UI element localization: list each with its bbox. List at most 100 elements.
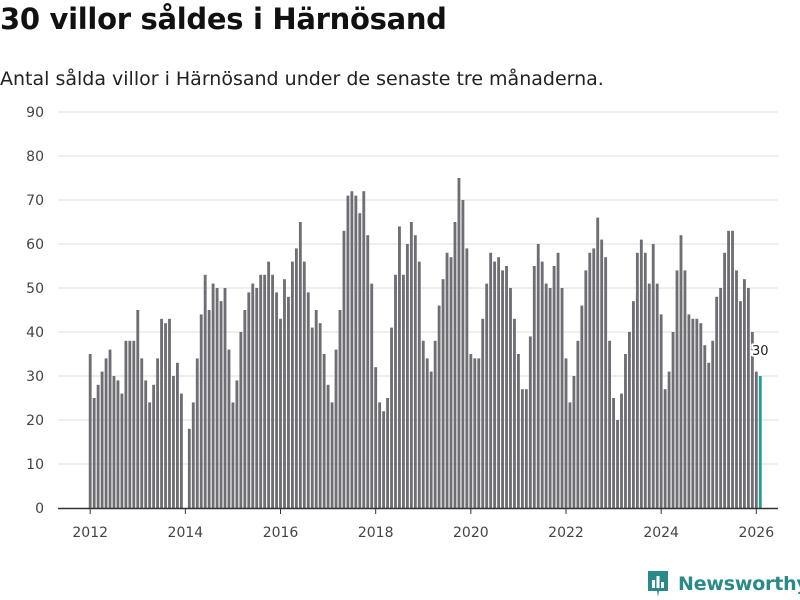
bar[interactable] — [643, 252, 647, 508]
bar[interactable] — [711, 340, 715, 508]
bar[interactable] — [667, 371, 671, 508]
bar[interactable] — [164, 323, 167, 508]
bar[interactable] — [671, 332, 675, 508]
bar[interactable] — [437, 305, 441, 508]
bar[interactable] — [231, 402, 235, 508]
bar[interactable] — [386, 398, 389, 508]
bar[interactable] — [425, 358, 429, 508]
bar[interactable] — [338, 310, 342, 508]
bar[interactable] — [465, 248, 469, 508]
bar[interactable] — [509, 288, 512, 508]
bar[interactable] — [120, 393, 124, 508]
bar[interactable] — [247, 292, 251, 508]
bar[interactable] — [691, 318, 695, 508]
bar[interactable] — [326, 384, 330, 508]
bar[interactable] — [160, 318, 163, 508]
bar[interactable] — [580, 305, 584, 508]
bar[interactable] — [536, 244, 540, 508]
bar[interactable] — [544, 283, 548, 508]
bar[interactable] — [306, 292, 310, 508]
bar[interactable] — [679, 235, 683, 508]
bar[interactable] — [647, 283, 651, 508]
bar[interactable] — [631, 301, 635, 508]
bar[interactable] — [342, 230, 346, 509]
bar[interactable] — [651, 244, 655, 508]
bar[interactable] — [152, 384, 156, 508]
bar[interactable] — [318, 323, 322, 508]
bar[interactable] — [302, 261, 306, 508]
bar[interactable] — [445, 252, 449, 508]
bar[interactable] — [100, 371, 104, 508]
bar[interactable] — [735, 270, 738, 508]
bar[interactable] — [267, 261, 271, 508]
bar[interactable] — [485, 283, 489, 508]
bar[interactable] — [354, 195, 358, 508]
bar[interactable] — [314, 310, 318, 508]
bar[interactable] — [505, 266, 508, 508]
newsworthy-brand[interactable]: Newsworthy — [646, 569, 800, 599]
bar[interactable] — [310, 327, 314, 508]
bar[interactable] — [707, 362, 711, 508]
bar[interactable] — [156, 358, 160, 508]
bar[interactable] — [104, 358, 108, 508]
bar[interactable] — [255, 288, 259, 508]
bar[interactable] — [746, 288, 750, 508]
bar[interactable] — [528, 336, 532, 508]
bar[interactable] — [687, 314, 691, 508]
bar[interactable] — [191, 402, 195, 508]
bar[interactable] — [608, 340, 612, 508]
bar[interactable] — [695, 318, 699, 508]
bar[interactable] — [176, 362, 179, 508]
bar[interactable] — [739, 301, 742, 508]
bar[interactable] — [362, 191, 366, 508]
bar[interactable] — [501, 270, 504, 508]
bar[interactable] — [263, 274, 267, 508]
bar[interactable] — [620, 393, 623, 508]
bar[interactable] — [239, 332, 243, 508]
bar[interactable] — [564, 358, 568, 508]
bar[interactable] — [663, 389, 667, 508]
bar[interactable] — [251, 283, 255, 508]
bar[interactable] — [374, 367, 378, 508]
bar[interactable] — [540, 261, 544, 508]
bar[interactable] — [370, 283, 374, 508]
bar[interactable] — [576, 340, 580, 508]
bar[interactable] — [235, 380, 239, 508]
bar[interactable] — [187, 428, 191, 508]
bar[interactable] — [358, 213, 362, 508]
bar[interactable] — [754, 371, 758, 508]
bar[interactable] — [457, 178, 461, 508]
bar[interactable] — [243, 310, 247, 508]
bar[interactable] — [453, 222, 457, 508]
bar[interactable] — [275, 292, 278, 508]
bar[interactable] — [560, 288, 564, 508]
bar[interactable] — [497, 257, 501, 508]
bar[interactable] — [592, 248, 596, 508]
bar[interactable] — [489, 252, 493, 508]
bar[interactable] — [461, 200, 465, 508]
bar[interactable] — [294, 248, 298, 508]
bar[interactable] — [568, 402, 572, 508]
bar[interactable] — [417, 261, 421, 508]
bar[interactable] — [219, 301, 223, 508]
bar[interactable] — [398, 226, 401, 508]
bar[interactable] — [727, 230, 730, 509]
bar[interactable] — [227, 349, 231, 508]
bar[interactable] — [203, 274, 207, 508]
bar[interactable] — [290, 261, 294, 508]
bar[interactable] — [108, 349, 112, 508]
bar[interactable] — [600, 239, 604, 508]
bar[interactable] — [449, 257, 453, 508]
bar[interactable] — [532, 266, 536, 508]
bar[interactable] — [132, 340, 136, 508]
bar[interactable] — [750, 332, 754, 508]
bar[interactable] — [128, 340, 132, 508]
bar[interactable] — [271, 274, 275, 508]
bar[interactable] — [195, 358, 199, 508]
bar[interactable] — [548, 288, 552, 508]
bar[interactable] — [723, 252, 727, 508]
bar[interactable] — [421, 340, 425, 508]
bar[interactable] — [604, 257, 608, 508]
bar[interactable] — [215, 288, 219, 508]
bar[interactable] — [136, 310, 140, 508]
